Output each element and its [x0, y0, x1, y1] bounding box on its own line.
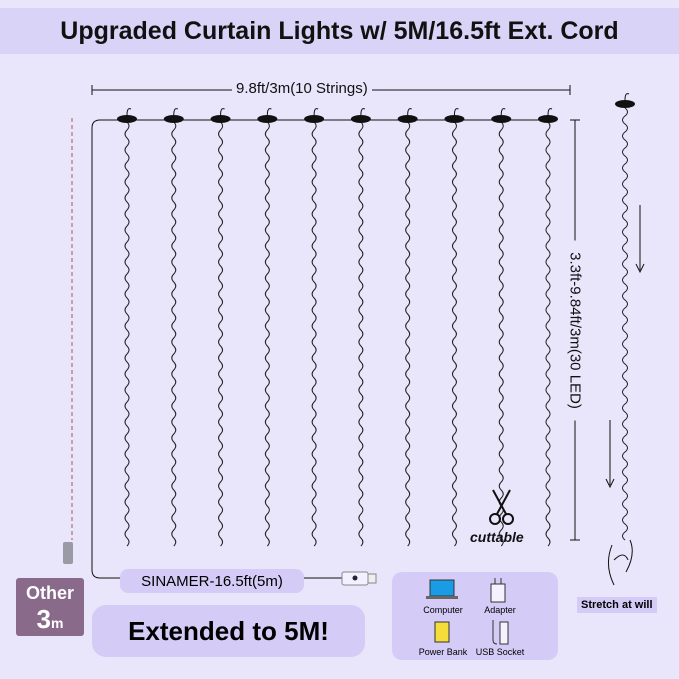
hook-clip-icon [491, 115, 512, 123]
light-string [304, 108, 325, 547]
light-strings [117, 108, 558, 547]
power-bank-icon [434, 621, 450, 643]
hook-clip-icon [210, 115, 231, 123]
stretch-string [622, 107, 628, 541]
light-string [350, 108, 371, 547]
adapter-icon [490, 578, 506, 603]
hook-clip-icon [304, 115, 325, 123]
hook-clip-icon [444, 115, 465, 123]
light-string [257, 108, 278, 547]
power-source-adapter: Adapter [484, 605, 516, 615]
light-string [491, 108, 512, 547]
cord-label: SINAMER-16.5ft(5m) [120, 569, 304, 593]
height-label: 3.3ft-9.84ft/3m(30 LED) [566, 240, 584, 421]
main-cord [91, 119, 127, 579]
power-source-computer: Computer [423, 605, 463, 615]
plug-icon [63, 542, 73, 564]
hook-clip-icon [397, 115, 418, 123]
computer-icon [426, 579, 458, 599]
light-string [210, 108, 231, 547]
power-source-power-bank: Power Bank [418, 647, 468, 657]
hook-clip-icon [350, 115, 371, 123]
power-source-usb-socket: USB Socket [475, 647, 525, 657]
width-label: 9.8ft/3m(10 Strings) [232, 80, 372, 97]
hand-icon [608, 539, 633, 586]
usb-socket-icon [492, 620, 509, 645]
light-string [117, 108, 137, 547]
hook-clip-icon [538, 115, 558, 123]
light-string [397, 108, 418, 547]
hook-clip-icon [257, 115, 278, 123]
page-title: Upgraded Curtain Lights w/ 5M/16.5ft Ext… [0, 8, 679, 54]
arrow-down-icon [635, 205, 645, 274]
hook-clip-icon [163, 115, 184, 123]
stretch-label: Stretch at will [577, 597, 657, 613]
cuttable-label: cuttable [470, 529, 524, 545]
power-sources-panel: Computer Adapter Power Bank USB Socket [392, 572, 558, 660]
light-string [444, 108, 465, 547]
extended-label: Extended to 5M! [92, 605, 365, 657]
scissors-icon [489, 489, 514, 525]
hook-clip-icon [117, 115, 137, 123]
other-3m-badge: Other 3m [16, 578, 84, 636]
light-string [538, 108, 558, 547]
light-string [163, 108, 184, 547]
arrow-down-icon [605, 420, 615, 489]
